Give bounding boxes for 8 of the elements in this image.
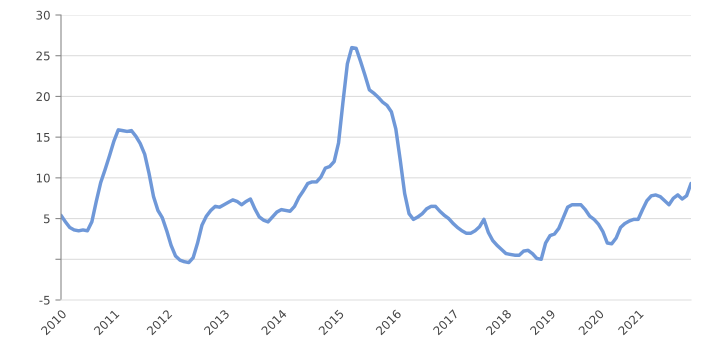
y-tick-label: 30 — [36, 10, 50, 20]
y-tick-label: -5 — [39, 296, 50, 305]
line-series — [61, 46, 691, 264]
y-tick-label: 25 — [36, 51, 50, 60]
y-tick-label: 20 — [36, 92, 50, 102]
y-tick-label: 15 — [36, 133, 50, 142]
y-tick-label: 5 — [44, 214, 50, 224]
y-tick-label: 10 — [36, 174, 50, 183]
